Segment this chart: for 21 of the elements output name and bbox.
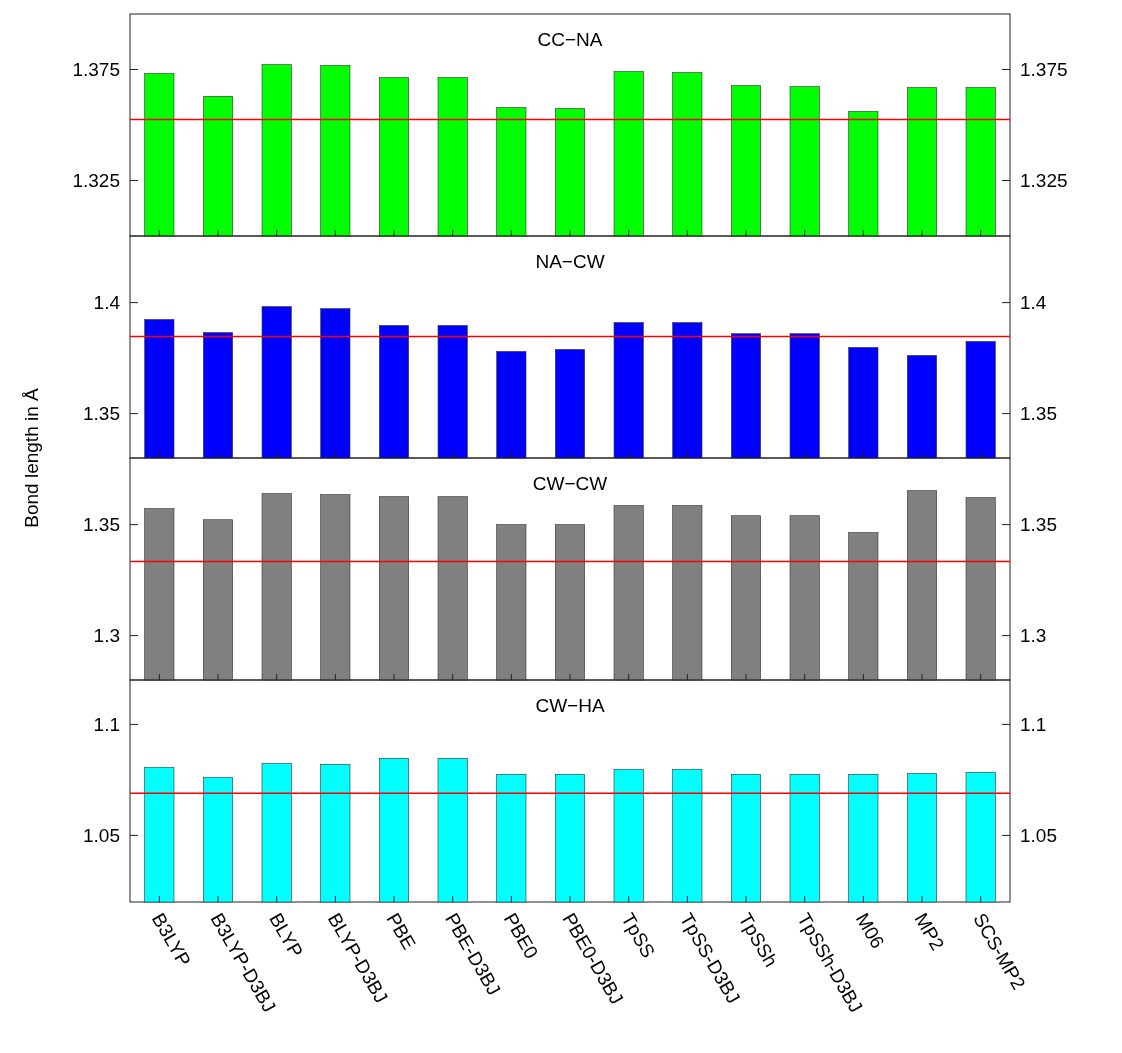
y-tick-label: 1.325 <box>72 170 120 192</box>
y2-tick-label: 1.3 <box>1020 625 1047 647</box>
y2-tick-label: 1.1 <box>1020 714 1047 736</box>
y-tick-label: 1.1 <box>93 714 120 736</box>
y2-tick-label: 1.375 <box>1020 59 1068 81</box>
text: CC−NA <box>537 29 603 50</box>
y-tick-label: 1.35 <box>83 403 120 425</box>
text: CW−CW <box>532 473 608 494</box>
y2-tick-label: 1.4 <box>1020 292 1047 314</box>
text: NA−CW <box>535 251 605 272</box>
y-axis-title: Bond length in Å <box>21 387 42 528</box>
y2-tick-label: 1.35 <box>1020 514 1057 536</box>
y2-tick-label: 1.05 <box>1020 825 1057 847</box>
y-tick-label: 1.375 <box>72 59 120 81</box>
y-tick-label: 1.35 <box>83 514 120 536</box>
y2-tick-label: 1.35 <box>1020 403 1057 425</box>
y-tick-label: 1.05 <box>83 825 120 847</box>
y-tick-label: 1.4 <box>93 292 121 314</box>
y-tick-label: 1.3 <box>93 625 120 647</box>
y2-tick-label: 1.325 <box>1020 170 1068 192</box>
text: CW−HA <box>535 695 605 716</box>
